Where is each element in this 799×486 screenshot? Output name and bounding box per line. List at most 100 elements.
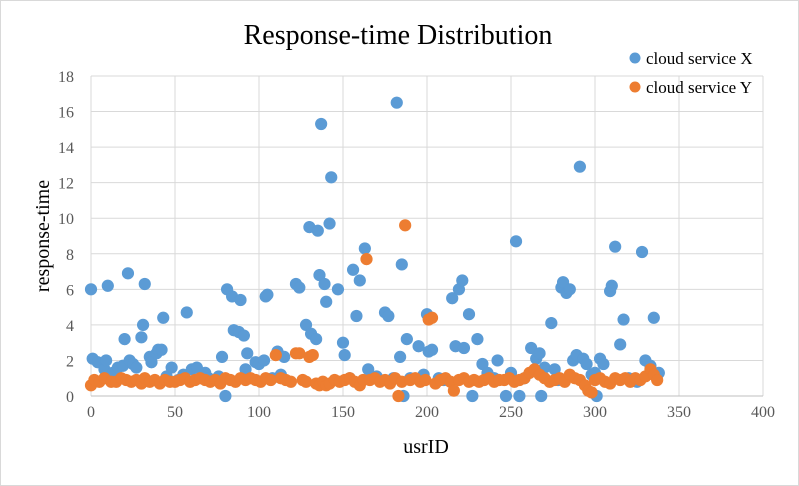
cloud-service-x-point [237,329,250,342]
legend-marker-cloud-service-x [629,52,641,64]
x-tick-label: 300 [583,404,607,421]
cloud-service-x-point [446,292,459,305]
cloud-service-y-point [425,311,439,324]
axis-layer: 0 50 100 150 200 250 300 350 400 0 2 4 6 8 10 12 14 16 18 [58,69,775,421]
cloud-service-x-point [647,311,660,324]
cloud-service-y-point [585,386,598,399]
cloud-service-y-point [392,389,405,403]
y-tick-label: 4 [66,318,74,335]
cloud-service-x-point [533,347,546,360]
cloud-service-x-point [257,354,271,367]
cloud-service-x-point [395,258,408,271]
cloud-service-x-point [457,341,471,355]
cloud-service-x-point [130,361,143,374]
y-tick-label: 18 [58,69,74,86]
cloud-service-x-point [241,347,254,360]
cloud-service-x-point [390,96,403,109]
cloud-service-x-point [138,277,151,291]
x-tick-label: 400 [751,404,775,421]
cloud-service-x-point [336,336,350,349]
cloud-service-x-point [346,263,360,276]
cloud-service-x-point [135,331,148,344]
x-tick-label: 150 [331,404,355,421]
legend: cloud service X cloud service Y [629,49,753,97]
cloud-service-x-point [466,389,479,403]
cloud-service-x-point [320,295,333,308]
cloud-service-x-point [180,306,193,319]
cloud-service-x-point [310,333,323,346]
cloud-service-x-point [545,317,558,330]
x-tick-label: 0 [87,404,95,421]
chart-title: Response-time Distribution [244,20,553,51]
cloud-service-x-point [635,245,649,259]
cloud-service-x-point [614,338,627,351]
cloud-service-x-point [261,288,274,301]
cloud-service-x-point [513,389,526,403]
y-tick-label: 10 [58,211,74,228]
y-axis-label: response-time [32,180,54,292]
cloud-service-y-point [306,349,319,362]
cloud-service-x-point [535,389,548,403]
cloud-service-x-point [605,279,618,292]
cloud-service-x-point [118,333,131,346]
series-layer-cloud-service-y [84,219,664,403]
series-layer-cloud-service-x [84,96,665,403]
cloud-service-x-point [358,242,371,255]
cloud-service-x-point [234,293,247,307]
cloud-service-x-point [617,313,630,326]
cloud-service-x-point [84,283,98,296]
cloud-service-x-point [462,308,476,321]
cloud-service-y-point [269,349,282,362]
cloud-service-x-point [323,217,336,230]
cloud-service-x-point [101,279,114,292]
cloud-service-x-point [400,333,413,346]
cloud-service-x-point [121,267,135,280]
x-tick-label: 200 [415,404,439,421]
cloud-service-x-point [155,343,168,356]
cloud-service-x-point [609,240,622,253]
cloud-service-x-point [425,343,439,356]
y-tick-label: 16 [58,105,74,122]
cloud-service-y-point [447,384,460,397]
cloud-service-x-point [165,361,178,374]
legend-marker-cloud-service-y [629,81,641,93]
y-tick-label: 0 [66,389,74,406]
cloud-service-x-point [331,283,345,296]
cloud-service-x-point [509,235,523,248]
x-tick-label: 50 [167,404,183,421]
cloud-service-x-point [412,340,425,353]
x-tick-label: 100 [247,404,271,421]
cloud-service-x-point [394,350,407,363]
cloud-service-x-point [350,309,363,323]
cloud-service-x-point [157,311,170,324]
cloud-service-x-point [456,274,469,287]
cloud-service-y-point [284,375,298,388]
cloud-service-x-point [311,224,324,237]
cloud-service-y-point [399,219,412,232]
cloud-service-x-point [315,117,328,131]
legend-label-cloud-service-y: cloud service Y [646,78,752,97]
cloud-service-x-point [325,171,338,184]
cloud-service-y-point [360,253,373,266]
cloud-service-x-point [219,389,232,403]
legend-label-cloud-service-x: cloud service X [646,49,753,68]
cloud-service-y-point [264,373,277,387]
x-tick-label: 250 [499,404,523,421]
y-tick-label: 6 [66,282,74,299]
cloud-service-x-point [136,318,150,331]
y-tick-label: 14 [58,140,74,157]
y-tick-label: 8 [66,247,74,264]
cloud-service-x-point [382,309,395,323]
cloud-service-x-point [563,283,576,296]
cloud-service-x-point [580,357,593,371]
x-tick-label: 350 [667,404,691,421]
cloud-service-y-point [299,375,313,388]
cloud-service-x-point [293,281,306,294]
y-tick-label: 2 [66,353,74,370]
cloud-service-x-point [100,354,113,367]
cloud-service-x-point [353,274,366,287]
cloud-service-x-point [573,160,586,173]
cloud-service-x-point [338,349,351,362]
cloud-service-x-point [491,354,504,367]
